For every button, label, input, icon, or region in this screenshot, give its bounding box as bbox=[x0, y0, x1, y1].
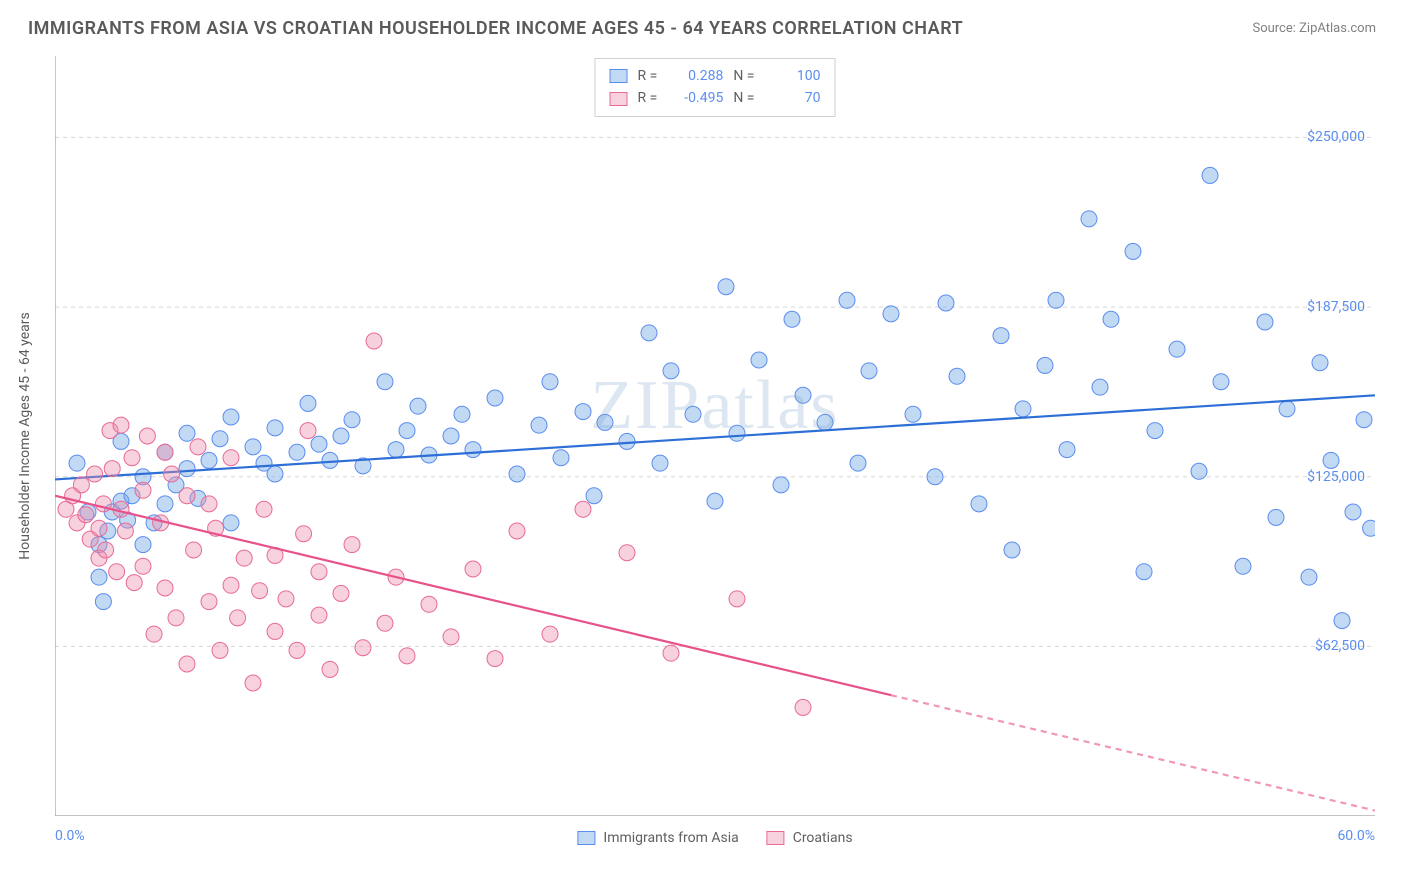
n-value-asia: 100 bbox=[764, 65, 820, 87]
swatch-asia bbox=[610, 69, 628, 83]
n-label: N = bbox=[733, 87, 754, 109]
title-bar: IMMIGRANTS FROM ASIA VS CROATIAN HOUSEHO… bbox=[0, 0, 1406, 49]
swatch-croatians bbox=[610, 92, 628, 106]
y-tick-label: $125,000 bbox=[1307, 469, 1365, 485]
source-label: Source: ZipAtlas.com bbox=[1252, 21, 1376, 36]
legend-item-croatians: Croatians bbox=[767, 830, 853, 846]
y-tick-label: $62,500 bbox=[1315, 638, 1365, 654]
chart-title: IMMIGRANTS FROM ASIA VS CROATIAN HOUSEHO… bbox=[28, 18, 963, 39]
legend-item-asia: Immigrants from Asia bbox=[577, 830, 738, 846]
chart-area: Householder Income Ages 45 - 64 years R … bbox=[55, 56, 1375, 816]
legend-row-asia: R = 0.288 N = 100 bbox=[610, 65, 821, 87]
legend-series: Immigrants from Asia Croatians bbox=[577, 830, 852, 846]
r-label: R = bbox=[638, 65, 658, 87]
legend-row-croatians: R = -0.495 N = 70 bbox=[610, 87, 821, 109]
x-tick-label: 60.0% bbox=[1337, 828, 1375, 844]
swatch-croatians-icon bbox=[767, 831, 785, 845]
legend-label-asia: Immigrants from Asia bbox=[603, 830, 738, 846]
x-tick-label: 0.0% bbox=[55, 828, 85, 844]
r-value-asia: 0.288 bbox=[667, 65, 723, 87]
r-label: R = bbox=[638, 87, 658, 109]
legend-label-croatians: Croatians bbox=[793, 830, 853, 846]
n-value-croatians: 70 bbox=[764, 87, 820, 109]
n-label: N = bbox=[733, 65, 754, 87]
y-tick-label: $250,000 bbox=[1307, 129, 1365, 145]
y-tick-label: $187,500 bbox=[1307, 299, 1365, 315]
scatter-plot bbox=[55, 56, 1375, 816]
r-value-croatians: -0.495 bbox=[667, 87, 723, 109]
y-axis-label: Householder Income Ages 45 - 64 years bbox=[17, 312, 33, 559]
swatch-asia-icon bbox=[577, 831, 595, 845]
legend-correlation: R = 0.288 N = 100 R = -0.495 N = 70 bbox=[595, 58, 836, 117]
